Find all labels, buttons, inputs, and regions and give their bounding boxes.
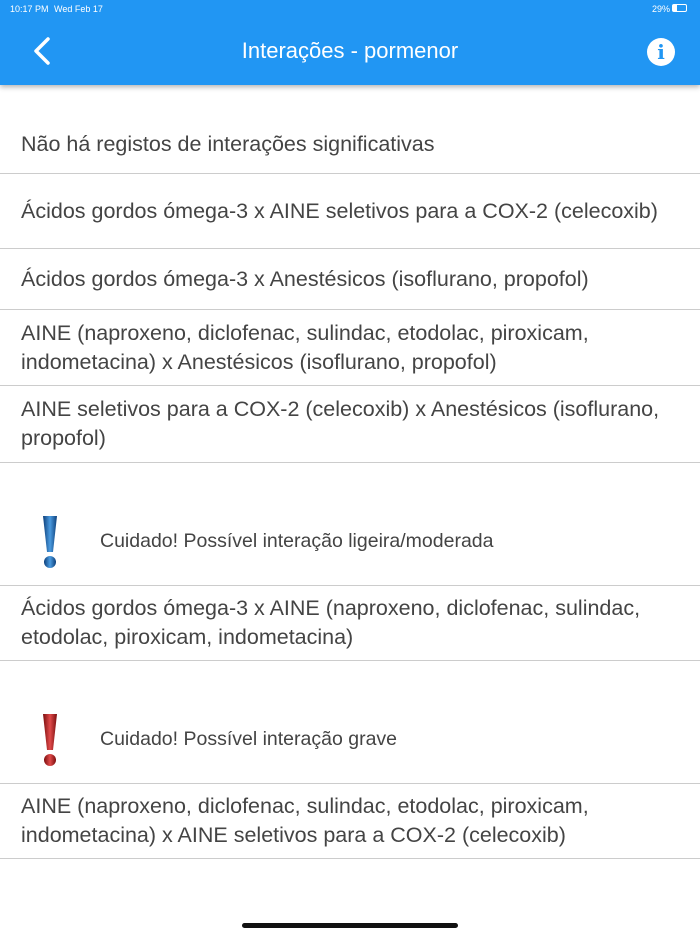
list-item[interactable]: Ácidos gordos ómega-3 x Anestésicos (iso…: [0, 249, 700, 310]
list-item[interactable]: AINE (naproxeno, diclofenac, sulindac, e…: [0, 784, 700, 859]
severe-section-header: Cuidado! Possível interação grave: [0, 661, 700, 784]
battery-percent: 29%: [652, 4, 671, 14]
back-chevron-icon[interactable]: [28, 36, 58, 66]
interactions-list: Não há registos de interações significat…: [0, 85, 700, 859]
battery-icon: [672, 4, 687, 12]
list-item[interactable]: Ácidos gordos ómega-3 x AINE seletivos p…: [0, 174, 700, 249]
list-item: Não há registos de interações significat…: [0, 85, 700, 174]
nav-header: 10:17 PM Wed Feb 17 29% Interações - por…: [0, 0, 700, 85]
list-item[interactable]: AINE seletivos para a COX-2 (celecoxib) …: [0, 386, 700, 463]
status-time: 10:17 PM: [10, 4, 49, 14]
moderate-section-header: Cuidado! Possível interação ligeira/mode…: [0, 463, 700, 586]
exclamation-blue-icon: [43, 515, 57, 568]
page-title: Interações - pormenor: [241, 38, 459, 63]
home-indicator[interactable]: [242, 923, 458, 928]
info-icon[interactable]: i: [647, 38, 675, 66]
list-item[interactable]: AINE (naproxeno, diclofenac, sulindac, e…: [0, 310, 700, 386]
exclamation-red-icon: [43, 713, 57, 766]
status-date: Wed Feb 17: [54, 4, 103, 14]
severe-section-title: Cuidado! Possível interação grave: [100, 728, 398, 750]
moderate-section-title: Cuidado! Possível interação ligeira/mode…: [100, 530, 494, 552]
list-item[interactable]: Ácidos gordos ómega-3 x AINE (naproxeno,…: [0, 586, 700, 661]
